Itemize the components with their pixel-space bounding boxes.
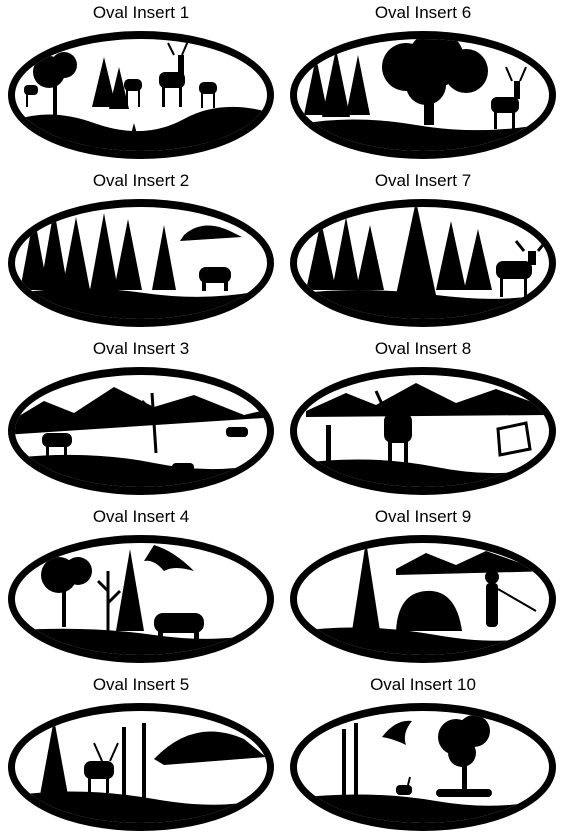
oval-insert-3-image: [8, 367, 274, 495]
insert-card-3: Oval Insert 3: [0, 336, 282, 504]
insert-card-7: Oval Insert 7: [282, 168, 564, 336]
insert-title: Oval Insert 1: [92, 3, 190, 22]
insert-title: Oval Insert 9: [374, 507, 472, 526]
insert-title: Oval Insert 4: [92, 507, 190, 526]
oval-insert-6-image: [290, 31, 556, 159]
oval-insert-1-image: [8, 31, 274, 159]
insert-title: Oval Insert 7: [374, 171, 472, 190]
oval-insert-7-image: [290, 199, 556, 327]
oval-insert-2-image: [8, 199, 274, 327]
insert-title: Oval Insert 5: [92, 675, 190, 694]
insert-card-6: Oval Insert 6: [282, 0, 564, 168]
oval-insert-4-image: [8, 535, 274, 663]
insert-card-9: Oval Insert 9: [282, 504, 564, 672]
insert-card-2: Oval Insert 2: [0, 168, 282, 336]
insert-card-10: Oval Insert 10: [282, 672, 564, 840]
insert-title: Oval Insert 8: [374, 339, 472, 358]
oval-insert-10-image: [290, 703, 556, 831]
insert-card-4: Oval Insert 4: [0, 504, 282, 672]
oval-insert-8-image: [290, 367, 556, 495]
insert-card-8: Oval Insert 8: [282, 336, 564, 504]
insert-card-5: Oval Insert 5: [0, 672, 282, 840]
insert-title: Oval Insert 2: [92, 171, 190, 190]
oval-insert-9-image: [290, 535, 556, 663]
insert-title: Oval Insert 3: [92, 339, 190, 358]
insert-card-1: Oval Insert 1: [0, 0, 282, 168]
insert-title: Oval Insert 10: [370, 675, 476, 694]
insert-title: Oval Insert 6: [374, 3, 472, 22]
oval-insert-5-image: [8, 703, 274, 831]
